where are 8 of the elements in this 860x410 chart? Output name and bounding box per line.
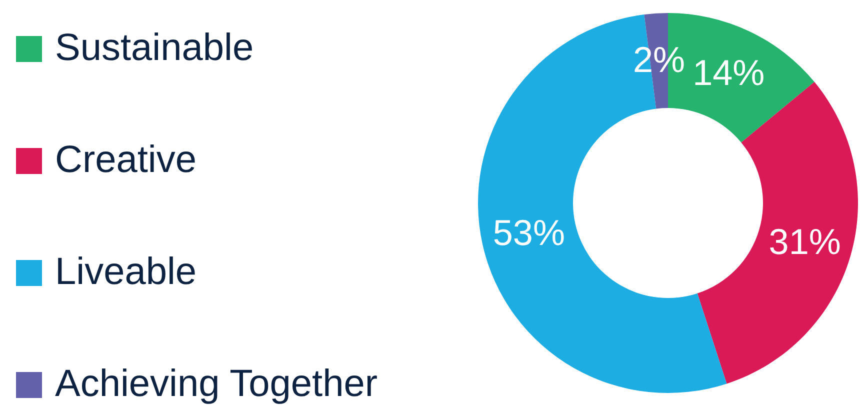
data-label: 2% — [633, 38, 686, 80]
legend-label: Liveable — [55, 251, 197, 293]
legend-label: Creative — [55, 139, 196, 181]
legend-label: Achieving Together — [55, 363, 378, 405]
legend-label: Sustainable — [55, 27, 254, 69]
data-label: 31% — [768, 220, 841, 262]
data-label: 53% — [492, 212, 565, 254]
data-label: 14% — [692, 52, 765, 94]
